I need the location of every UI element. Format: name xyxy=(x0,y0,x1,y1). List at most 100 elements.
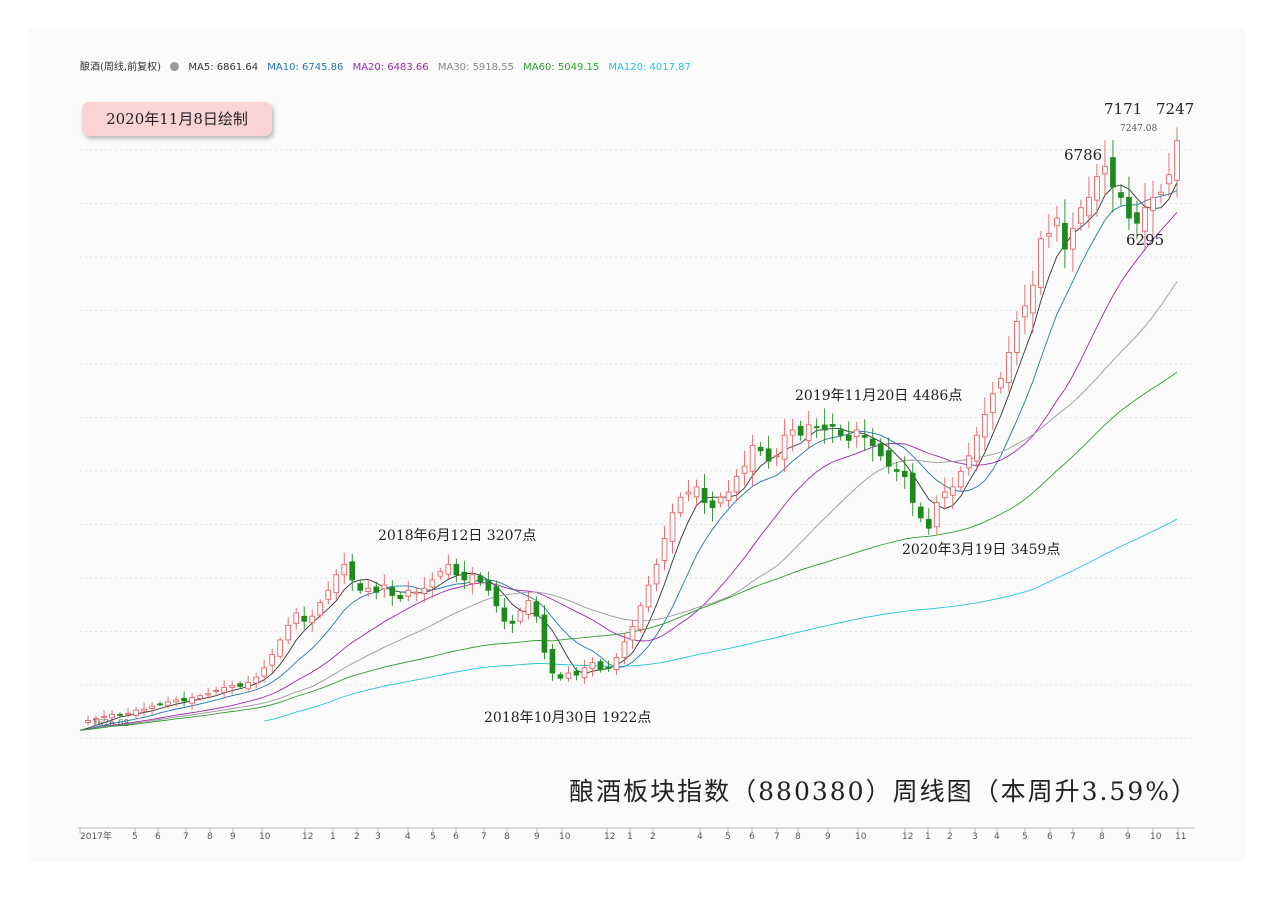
x-tick-label: 4 xyxy=(994,832,1000,842)
x-tick-label: 9 xyxy=(825,832,831,842)
candle-up xyxy=(669,512,676,542)
x-tick-label: 7 xyxy=(481,832,487,842)
legend-ma10: MA10: 6745.86 xyxy=(267,62,344,73)
x-tick-label: 8 xyxy=(1099,832,1105,842)
candle-up xyxy=(941,491,948,499)
candle-up xyxy=(429,579,436,588)
candle-up xyxy=(325,589,332,600)
candle-up xyxy=(581,667,588,679)
candle-down xyxy=(893,469,900,472)
x-tick-label: 10 xyxy=(855,832,867,842)
candle-down xyxy=(461,571,468,581)
candle-up xyxy=(213,690,219,692)
x-tick-label: 3 xyxy=(375,832,381,842)
x-tick-label: 10 xyxy=(1150,832,1162,842)
candle-up xyxy=(277,639,284,657)
candle-down xyxy=(453,563,460,576)
candle-down xyxy=(349,561,356,581)
x-tick-label: 8 xyxy=(207,832,213,842)
candle-up xyxy=(341,563,348,576)
x-tick-label: 6 xyxy=(453,832,459,842)
x-tick-label: 2 xyxy=(947,832,953,842)
candle-up xyxy=(1150,196,1156,211)
candle-up xyxy=(1038,238,1044,289)
candle-up xyxy=(1022,305,1028,318)
legend: 酿酒(周线,前复权) MA5: 6861.64 MA10: 6745.86 MA… xyxy=(80,58,697,73)
candle-down xyxy=(1110,157,1116,188)
x-tick-label: 1 xyxy=(925,832,931,842)
candle-down xyxy=(829,424,836,427)
candle-up xyxy=(221,686,227,693)
candle-down xyxy=(1118,192,1124,198)
candle-down xyxy=(845,434,852,441)
annotation-6786: 6786 xyxy=(1064,146,1102,164)
candle-down xyxy=(757,446,764,452)
candle-down xyxy=(549,648,556,674)
candle-down xyxy=(901,470,908,477)
candle-down xyxy=(477,575,484,583)
candle-up xyxy=(165,701,171,706)
candle-down xyxy=(509,620,516,624)
candle-down xyxy=(605,666,612,669)
candle-up xyxy=(989,393,996,414)
candle-down xyxy=(797,425,804,436)
x-tick-label: 9 xyxy=(534,832,540,842)
candle-up xyxy=(733,476,740,493)
candle-down xyxy=(373,586,380,593)
candle-up xyxy=(285,624,292,641)
candle-up xyxy=(773,455,780,458)
candle-up xyxy=(677,496,684,514)
candle-down xyxy=(701,488,708,503)
legend-ma20: MA20: 6483.66 xyxy=(352,62,429,73)
x-tick-label: 4 xyxy=(697,832,703,842)
candle-up xyxy=(981,414,988,438)
x-tick-label: 5 xyxy=(430,832,436,842)
candle-up xyxy=(173,699,179,703)
x-tick-label: 10 xyxy=(559,832,571,842)
x-tick-label: 12 xyxy=(902,832,913,842)
candle-up xyxy=(365,587,372,592)
candle-up xyxy=(805,424,812,442)
x-tick-label: 12 xyxy=(302,832,313,842)
candle-up xyxy=(973,434,980,462)
annotation-2018-10: 2018年10月30日 1922点 xyxy=(484,710,651,726)
candle-up xyxy=(613,657,620,671)
ma5-line xyxy=(79,182,1178,731)
candle-down xyxy=(1134,212,1140,224)
candle-up xyxy=(1070,227,1076,250)
candle-up xyxy=(229,684,235,688)
legend-ma5: MA5: 6861.64 xyxy=(188,62,259,73)
x-tick-label: 7 xyxy=(183,832,189,842)
candle-up xyxy=(1142,207,1148,232)
x-tick-label: 1 xyxy=(330,832,336,842)
candle-up xyxy=(421,587,428,594)
candle-up xyxy=(629,625,636,641)
candle-down xyxy=(877,443,884,457)
x-tick-label: 9 xyxy=(1125,832,1131,842)
candle-up xyxy=(1046,233,1052,237)
chart-title: 酿酒板块指数（880380）周线图（本周升3.59%） xyxy=(569,777,1198,806)
candle-down xyxy=(597,661,604,671)
candle-up xyxy=(381,584,388,590)
candle-up xyxy=(293,612,300,624)
candle-up xyxy=(661,538,668,561)
candle-up xyxy=(413,591,420,595)
legend-ma120: MA120: 4017.87 xyxy=(608,62,691,73)
x-tick-label: 7 xyxy=(774,832,780,842)
candle-down xyxy=(813,426,820,429)
legend-toggle-icon[interactable] xyxy=(170,62,180,71)
annotation-2020-03: 2020年3月19日 3459点 xyxy=(902,542,1060,558)
candle-up xyxy=(589,662,596,670)
candle-down xyxy=(533,601,540,617)
candle-up xyxy=(741,465,748,474)
candle-up xyxy=(1086,196,1092,217)
candle-up xyxy=(141,708,147,712)
candle-up xyxy=(1005,352,1012,383)
candle-up xyxy=(933,501,940,528)
ma120-line xyxy=(264,518,1178,722)
annotation-7171: 7171 xyxy=(1104,100,1142,118)
candle-down xyxy=(181,697,187,702)
candle-down xyxy=(357,583,364,591)
ma60-line xyxy=(79,371,1178,731)
ma20-line xyxy=(79,212,1178,731)
